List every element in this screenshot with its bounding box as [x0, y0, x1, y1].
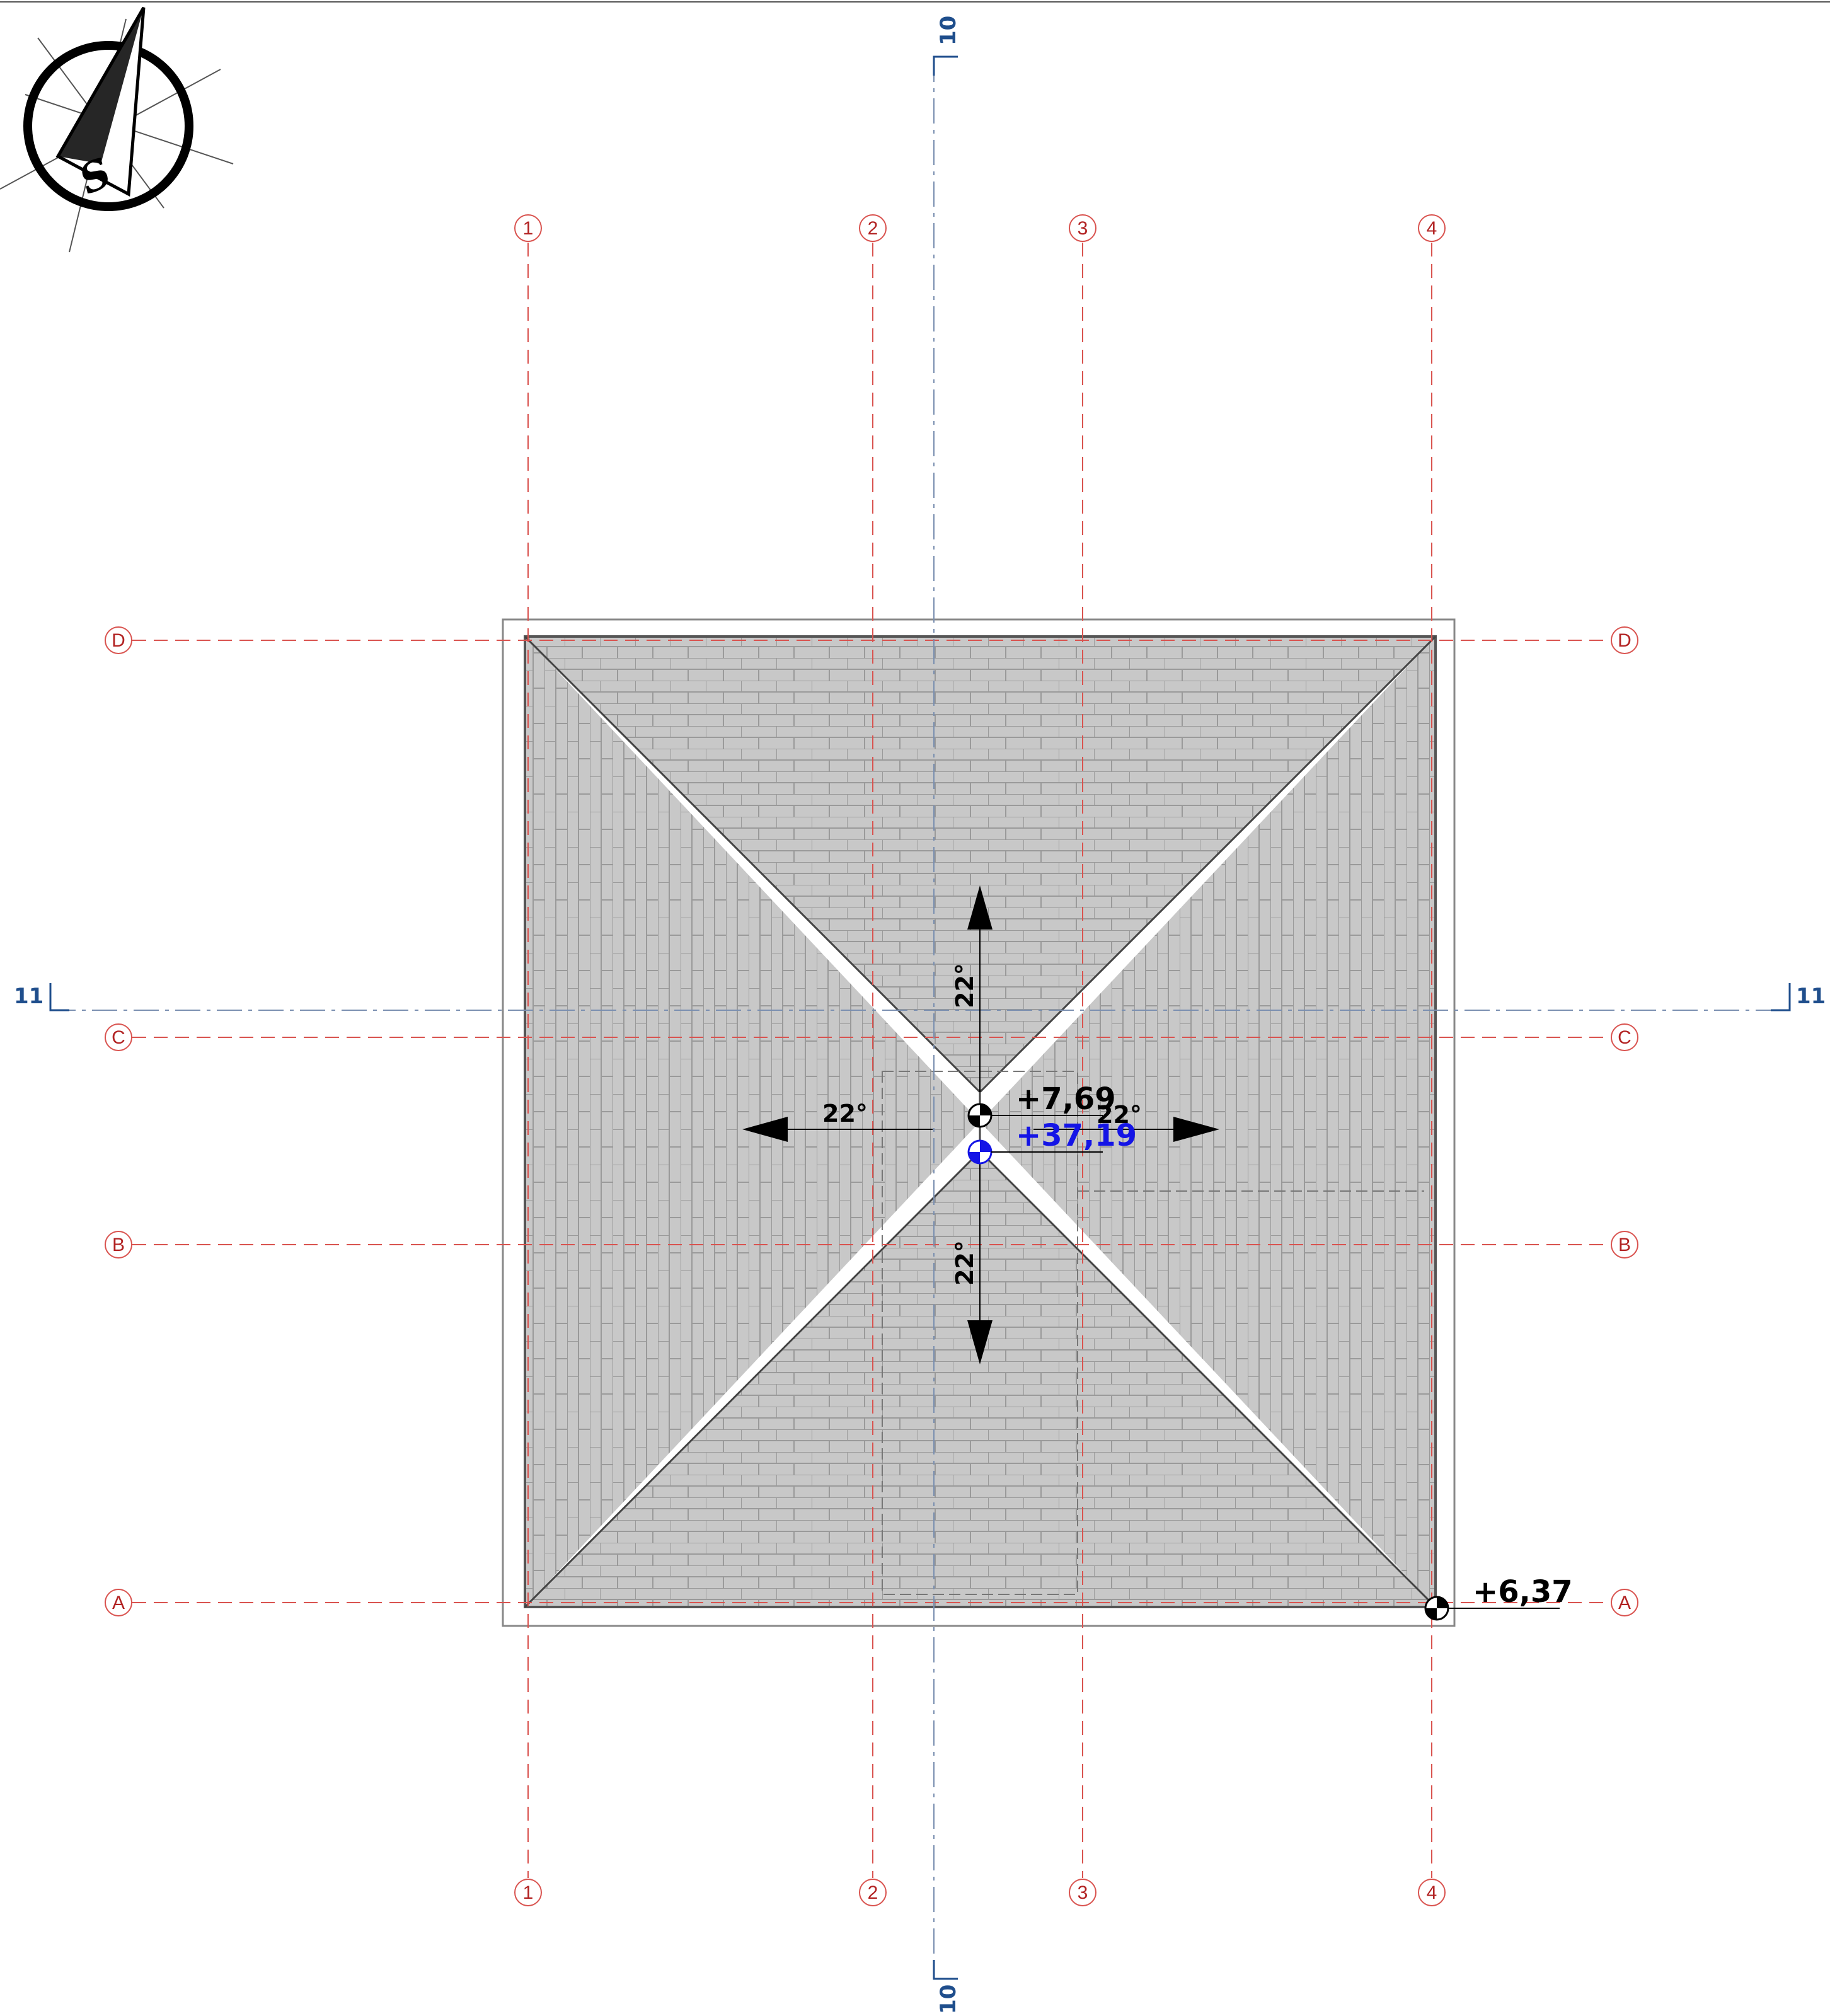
grid-bubble-4: 4	[1418, 214, 1446, 242]
grid-bubble-label: 2	[868, 218, 878, 239]
grid-bubble-label: A	[1618, 1593, 1631, 1613]
slope-label-north: 22°	[951, 963, 979, 1008]
level-marker-ridge-relative: +7,69	[967, 1081, 1116, 1128]
grid-bubble-label: 3	[1078, 218, 1088, 239]
grid-bubble-D: D	[1611, 626, 1638, 654]
slope-arrow-east-head	[1173, 1117, 1219, 1142]
grid-bubble-B: B	[105, 1231, 132, 1259]
grid-bubble-3: 3	[1069, 214, 1096, 242]
grid-bubble-A: A	[105, 1589, 132, 1616]
section-marker-10-bottom	[933, 1960, 958, 1980]
level-marker-ridge-absolute: +37,19	[967, 1118, 1137, 1165]
level-label-eave: +6,37	[1473, 1574, 1573, 1610]
grid-bubbles-vertical: 1 1 2 2 3 3 4 4	[514, 214, 1446, 1906]
grid-bubble-label: D	[1618, 630, 1631, 651]
grid-bubble-C: C	[1611, 1023, 1638, 1051]
compass-needle-shade	[58, 8, 144, 164]
compass-ring	[23, 41, 193, 211]
grid-bubbles-horizontal: A A B B C C D D	[105, 626, 1638, 1616]
hip-line-ne	[979, 635, 1437, 1093]
level-label-ridge-relative: +7,69	[1016, 1081, 1116, 1117]
grid-bubble-D: D	[105, 626, 132, 654]
slope-label-west: 22°	[822, 1100, 868, 1127]
level-label-ridge-absolute: +37,19	[1016, 1118, 1137, 1153]
grid-bubble-label: 2	[868, 1882, 878, 1903]
roof-overhang-outline	[502, 618, 1456, 1627]
roof-eave-outline	[524, 635, 1437, 1608]
roof-plane-west	[525, 636, 980, 1607]
grid-bubble-label: C	[1618, 1027, 1631, 1048]
grid-bubble-3: 3	[1069, 1879, 1096, 1906]
grid-bubble-label: 1	[523, 218, 534, 239]
section-label-11-left: 11	[14, 984, 43, 1009]
slope-arrow-south-head	[967, 1320, 993, 1364]
compass: S	[0, 6, 234, 253]
grid-bubble-1: 1	[514, 214, 542, 242]
grid-bubble-C: C	[105, 1023, 132, 1051]
hip-line-nw	[524, 635, 981, 1093]
slope-arrow-west-head	[742, 1117, 788, 1142]
grid-bubble-B: B	[1611, 1231, 1638, 1259]
section-label-10-bottom: 10	[936, 1984, 961, 2014]
section-label-11-right: 11	[1796, 984, 1826, 1009]
slope-arrow-north-head	[967, 885, 993, 930]
grid-bubble-label: 4	[1427, 218, 1437, 239]
grid-bubble-A: A	[1611, 1589, 1638, 1616]
slope-arrows: 22° 22° 22° 22°	[742, 885, 1219, 1364]
roof-plane-north	[525, 636, 1436, 1092]
grid-bubble-4: 4	[1418, 1879, 1446, 1906]
grid-bubble-label: B	[112, 1235, 125, 1255]
roof-planes	[524, 635, 1437, 1608]
level-marker-eave: +6,37	[1424, 1574, 1573, 1621]
grid-bubble-label: C	[112, 1027, 125, 1048]
slope-label-east: 22°	[1096, 1101, 1142, 1129]
hip-line-sw	[524, 1150, 981, 1608]
section-marker-11-right	[1771, 983, 1791, 1011]
section-cut-11: 11 11	[14, 983, 1826, 1011]
section-label-10-top: 10	[936, 16, 961, 45]
roof-plane-east	[980, 636, 1436, 1607]
grid-bubble-label: A	[112, 1593, 125, 1613]
grid-bubble-2: 2	[859, 1879, 887, 1906]
grid-bubble-label: B	[1618, 1235, 1631, 1255]
section-marker-10-top	[933, 55, 958, 76]
slope-label-south: 22°	[951, 1240, 979, 1286]
grid-bubble-1: 1	[514, 1879, 542, 1906]
hip-line-se	[979, 1150, 1437, 1608]
grid-bubble-2: 2	[859, 214, 887, 242]
section-marker-11-left	[49, 983, 69, 1011]
grid-bubble-label: 4	[1427, 1882, 1437, 1903]
grid-bubble-label: D	[112, 630, 125, 651]
roof-plane-south	[525, 1151, 1436, 1607]
level-markers: +7,69 +37,19 +6,37	[967, 1081, 1573, 1621]
section-cut-10: 10 10	[933, 16, 961, 2014]
grid-bubble-label: 1	[523, 1882, 534, 1903]
grid-bubble-label: 3	[1078, 1882, 1088, 1903]
